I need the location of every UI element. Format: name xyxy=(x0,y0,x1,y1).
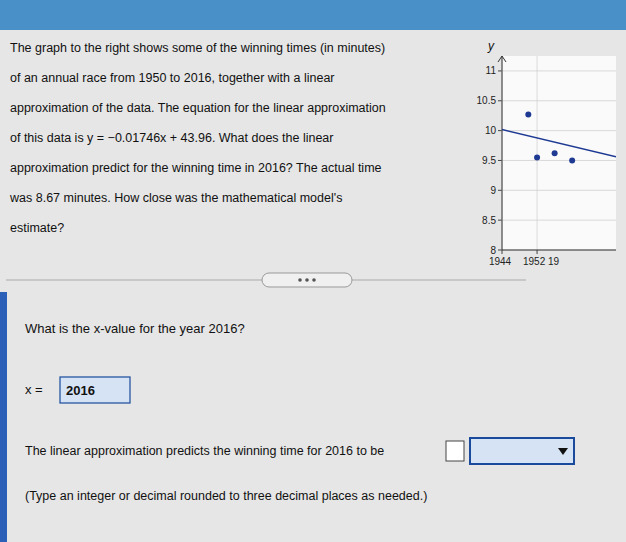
fit-line xyxy=(502,130,616,157)
point xyxy=(534,154,540,160)
dropdown-arrow xyxy=(558,448,568,455)
y-tick-label: 8.5 xyxy=(482,215,496,226)
grid-line xyxy=(502,160,616,161)
point xyxy=(525,111,531,117)
tick xyxy=(498,130,502,131)
plot-area xyxy=(502,56,616,250)
grid-line xyxy=(502,250,616,251)
problem-text: approximation of the data. The equation … xyxy=(10,101,386,115)
question: The linear approximation predicts the wi… xyxy=(25,444,384,458)
tick xyxy=(498,160,502,161)
problem-text: The graph to the right shows some of the… xyxy=(10,41,385,55)
more-button[interactable] xyxy=(262,273,352,287)
grid-line xyxy=(502,70,616,71)
hint: (Type an integer or decimal rounded to t… xyxy=(25,489,427,503)
x-tick-label: 1952 19 xyxy=(523,256,560,267)
tick xyxy=(537,250,538,254)
tick xyxy=(498,100,502,101)
y-tick-label: 10.5 xyxy=(477,95,497,106)
problem-text: estimate? xyxy=(10,221,64,235)
dot xyxy=(312,278,316,282)
dot xyxy=(298,278,302,282)
problem-text: approximation predict for the winning ti… xyxy=(10,161,382,175)
grid-line xyxy=(502,130,616,131)
tick xyxy=(498,250,502,251)
checkbox[interactable] xyxy=(446,441,464,461)
problem-text: of an annual race from 1950 to 2016, tog… xyxy=(10,71,335,85)
y-tick-label: 9.5 xyxy=(482,155,496,166)
y-tick-label: 9 xyxy=(490,185,496,196)
point xyxy=(569,157,575,163)
answer-box xyxy=(60,377,130,403)
grid-line xyxy=(502,190,616,191)
point xyxy=(552,150,558,156)
graph: 8 8.5 9 9.5 10 10.5 11 1944 1952 19 y xyxy=(477,39,616,267)
background xyxy=(0,0,626,542)
grid-line xyxy=(502,220,616,221)
dot xyxy=(305,278,309,282)
x-tick-label: 1944 xyxy=(489,256,512,267)
tick xyxy=(498,220,502,221)
y-tick-label: 11 xyxy=(486,65,497,76)
y-tick-label: 10 xyxy=(485,125,497,136)
answer-prefix: x = xyxy=(25,382,43,397)
input-box[interactable] xyxy=(470,438,574,464)
problem-text: was 8.67 minutes. How close was the math… xyxy=(9,191,342,205)
y-axis-arrow xyxy=(498,56,506,62)
grid-line xyxy=(537,56,538,250)
tick xyxy=(502,250,503,254)
page: The graph to the right shows some of the… xyxy=(0,0,626,542)
accent-bar xyxy=(0,292,7,542)
answer-value: 2016 xyxy=(66,383,95,398)
question: What is the x-value for the year 2016? xyxy=(25,321,245,336)
y-tick-label: 8 xyxy=(490,245,496,256)
grid-line xyxy=(502,56,503,250)
tick xyxy=(498,190,502,191)
x-axis xyxy=(502,250,616,251)
top-bar xyxy=(0,0,626,30)
tick xyxy=(498,70,502,71)
y-axis xyxy=(502,56,503,250)
y-axis-label: y xyxy=(487,39,495,53)
problem-text: of this data is y = −0.01746x + 43.96. W… xyxy=(10,131,333,145)
grid-line xyxy=(502,100,616,101)
marks xyxy=(502,111,616,163)
